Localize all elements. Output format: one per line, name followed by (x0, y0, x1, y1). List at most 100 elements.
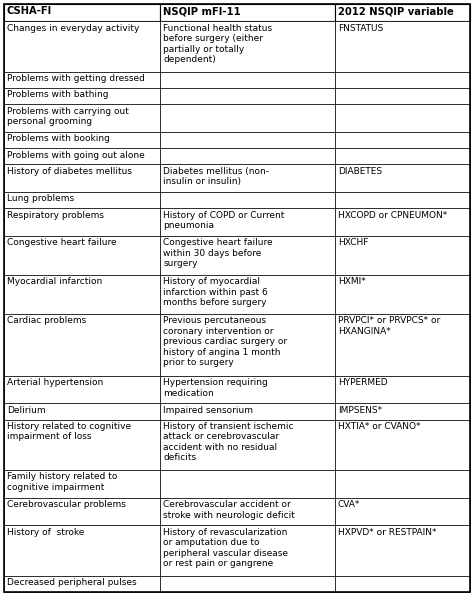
Bar (335, 314, 470, 376)
Bar (335, 376, 470, 403)
Text: Problems with booking: Problems with booking (7, 134, 110, 143)
Bar (160, 525, 335, 576)
Bar (4, 88, 160, 104)
Bar (4, 525, 160, 576)
Bar (160, 208, 335, 236)
Text: Problems with going out alone: Problems with going out alone (7, 151, 145, 160)
Bar (335, 498, 470, 525)
Text: Diabetes mellitus (non-
insulin or insulin): Diabetes mellitus (non- insulin or insul… (163, 167, 269, 186)
Bar (160, 4, 335, 21)
Text: DIABETES: DIABETES (338, 167, 382, 176)
Bar (160, 192, 335, 208)
Bar (4, 576, 160, 592)
Text: Family history related to
cognitive impairment: Family history related to cognitive impa… (7, 473, 118, 492)
Bar (4, 192, 160, 208)
Bar (335, 525, 470, 576)
Bar (4, 21, 160, 72)
Bar (335, 576, 470, 592)
Text: Congestive heart failure: Congestive heart failure (7, 238, 117, 247)
Bar (160, 498, 335, 525)
Text: Problems with carrying out
personal grooming: Problems with carrying out personal groo… (7, 107, 129, 126)
Bar (4, 498, 160, 525)
Text: History of diabetes mellitus: History of diabetes mellitus (7, 167, 132, 176)
Text: 2012 NSQIP variable: 2012 NSQIP variable (338, 7, 454, 17)
Bar (4, 72, 160, 88)
Bar (4, 208, 160, 236)
Text: Changes in everyday activity: Changes in everyday activity (7, 24, 139, 33)
Text: HXCHF: HXCHF (338, 238, 368, 247)
Bar (4, 470, 160, 498)
Bar (160, 104, 335, 132)
Bar (160, 72, 335, 88)
Bar (4, 314, 160, 376)
Bar (335, 420, 470, 470)
Bar (335, 470, 470, 498)
Text: Cerebrovascular problems: Cerebrovascular problems (7, 500, 126, 509)
Bar (160, 88, 335, 104)
Bar (4, 236, 160, 275)
Text: Respiratory problems: Respiratory problems (7, 210, 104, 219)
Bar (335, 403, 470, 420)
Bar (4, 4, 160, 21)
Bar (160, 314, 335, 376)
Bar (335, 164, 470, 192)
Text: Previous percutaneous
coronary intervention or
previous cardiac surgery or
histo: Previous percutaneous coronary intervent… (163, 316, 287, 367)
Bar (160, 376, 335, 403)
Text: CVA*: CVA* (338, 500, 360, 509)
Bar (160, 275, 335, 314)
Text: Lung problems: Lung problems (7, 194, 74, 203)
Bar (160, 148, 335, 164)
Bar (4, 104, 160, 132)
Bar (335, 208, 470, 236)
Text: Myocardial infarction: Myocardial infarction (7, 277, 102, 286)
Bar (335, 88, 470, 104)
Bar (160, 132, 335, 148)
Text: IMPSENS*: IMPSENS* (338, 406, 382, 415)
Text: History of myocardial
infarction within past 6
months before surgery: History of myocardial infarction within … (163, 277, 268, 307)
Text: Decreased peripheral pulses: Decreased peripheral pulses (7, 578, 137, 587)
Bar (160, 21, 335, 72)
Text: HXMI*: HXMI* (338, 277, 365, 286)
Bar (160, 236, 335, 275)
Bar (335, 21, 470, 72)
Text: History of transient ischemic
attack or cerebrovascular
accident with no residua: History of transient ischemic attack or … (163, 422, 293, 462)
Text: NSQIP mFI-11: NSQIP mFI-11 (163, 7, 241, 17)
Text: HXPVD* or RESTPAIN*: HXPVD* or RESTPAIN* (338, 527, 437, 537)
Bar (335, 4, 470, 21)
Bar (4, 403, 160, 420)
Bar (4, 376, 160, 403)
Text: HXCOPD or CPNEUMON*: HXCOPD or CPNEUMON* (338, 210, 447, 219)
Text: Problems with bathing: Problems with bathing (7, 91, 109, 100)
Text: Functional health status
before surgery (either
partially or totally
dependent): Functional health status before surgery … (163, 24, 272, 64)
Text: PRVPCI* or PRVPCS* or
HXANGINA*: PRVPCI* or PRVPCS* or HXANGINA* (338, 316, 440, 336)
Text: History related to cognitive
impairment of loss: History related to cognitive impairment … (7, 422, 131, 442)
Text: History of  stroke: History of stroke (7, 527, 84, 537)
Text: Cardiac problems: Cardiac problems (7, 316, 86, 325)
Bar (160, 576, 335, 592)
Bar (335, 275, 470, 314)
Bar (4, 420, 160, 470)
Text: Cerebrovascular accident or
stroke with neurologic deficit: Cerebrovascular accident or stroke with … (163, 500, 295, 520)
Text: FNSTATUS: FNSTATUS (338, 24, 383, 33)
Bar (160, 470, 335, 498)
Bar (4, 164, 160, 192)
Text: CSHA-FI: CSHA-FI (7, 7, 52, 17)
Text: Congestive heart failure
within 30 days before
surgery: Congestive heart failure within 30 days … (163, 238, 273, 268)
Text: Problems with getting dressed: Problems with getting dressed (7, 74, 145, 83)
Bar (4, 148, 160, 164)
Bar (335, 148, 470, 164)
Bar (160, 164, 335, 192)
Text: History of COPD or Current
pneumonia: History of COPD or Current pneumonia (163, 210, 284, 230)
Text: HYPERMED: HYPERMED (338, 378, 387, 387)
Text: HXTIA* or CVANO*: HXTIA* or CVANO* (338, 422, 420, 431)
Bar (4, 275, 160, 314)
Bar (160, 420, 335, 470)
Bar (4, 132, 160, 148)
Text: Hypertension requiring
medication: Hypertension requiring medication (163, 378, 268, 398)
Text: Impaired sensorium: Impaired sensorium (163, 406, 253, 415)
Text: Delirium: Delirium (7, 406, 46, 415)
Text: History of revascularization
or amputation due to
peripheral vascular disease
or: History of revascularization or amputati… (163, 527, 288, 568)
Bar (160, 403, 335, 420)
Bar (335, 192, 470, 208)
Bar (335, 104, 470, 132)
